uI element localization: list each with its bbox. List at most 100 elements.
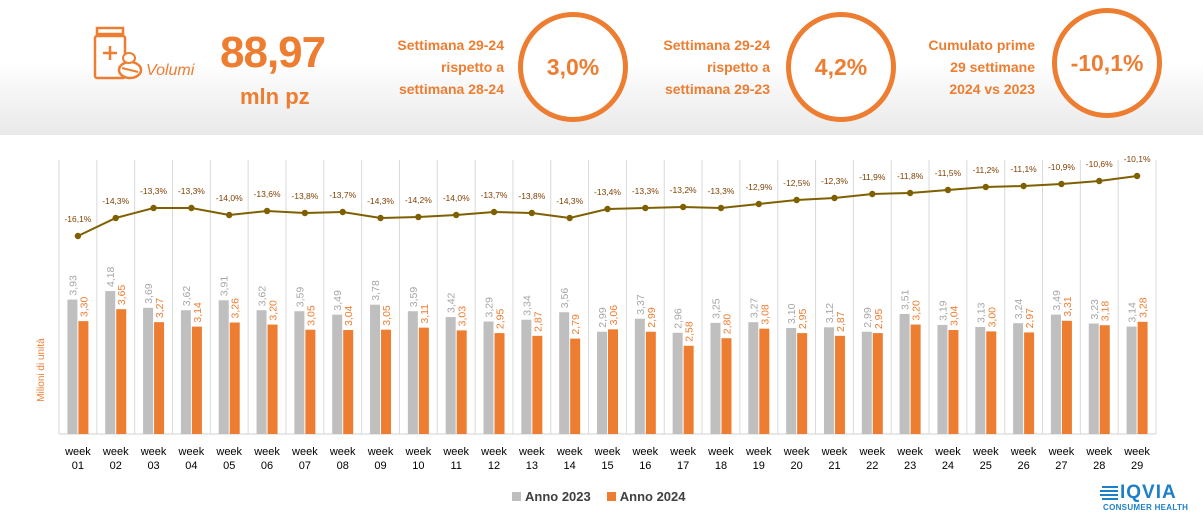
bar-label-2023: 3,27 (748, 298, 760, 319)
cumulative-point (74, 232, 82, 240)
cumulative-point (604, 205, 611, 213)
x-tick-label: 27 (1055, 460, 1067, 472)
bar-label-2023: 3,69 (143, 283, 155, 304)
bar-2024 (645, 331, 656, 434)
bar-2024 (759, 328, 770, 434)
x-tick-label: week (253, 446, 280, 458)
bar-2024 (721, 338, 732, 434)
cumulative-point (982, 183, 989, 191)
cumulative-label: -12,9% (745, 182, 772, 192)
cumulative-label: -11,8% (897, 171, 924, 181)
bar-label-2023: 3,56 (559, 288, 571, 309)
bar-2024 (872, 333, 883, 434)
bar-2024 (267, 324, 278, 434)
cumulative-label: -11,2% (973, 165, 1000, 175)
x-tick-label: 05 (223, 460, 235, 472)
x-tick-label: week (480, 446, 507, 458)
x-tick-label: week (178, 446, 205, 458)
cumulative-point (150, 204, 157, 212)
cumulative-point (831, 194, 838, 202)
cumulative-label: -10,9% (1048, 162, 1075, 172)
cumulative-point (566, 214, 573, 222)
bar-2024 (494, 333, 505, 434)
bar-label-2024: 3,18 (1100, 301, 1112, 322)
x-tick-label: week (102, 446, 129, 458)
cumulative-point (1133, 172, 1141, 180)
bar-2024 (456, 330, 467, 434)
bar-label-2023: 3,93 (67, 275, 79, 296)
bar-2023 (899, 313, 910, 434)
bar-label-2023: 3,10 (786, 303, 798, 324)
x-tick-label: week (329, 446, 356, 458)
bar-label-2023: 3,14 (1127, 302, 1139, 323)
cumulative-label: -10,1% (1124, 154, 1151, 164)
bar-2023 (559, 312, 570, 434)
bar-2023 (1126, 326, 1137, 434)
x-tick-label: 18 (715, 460, 727, 472)
legend-swatch-2023 (512, 492, 521, 501)
cumulative-label: -11,9% (859, 172, 886, 182)
cumulative-point (452, 211, 460, 219)
x-tick-label: week (783, 446, 810, 458)
bar-2024 (532, 335, 543, 434)
kpi-2-circle: 4,2% (786, 12, 896, 122)
cumulative-point (944, 186, 952, 194)
x-tick-label: 17 (677, 460, 689, 472)
x-tick-label: 08 (337, 460, 349, 472)
x-tick-label: 29 (1131, 460, 1143, 472)
x-tick-label: 28 (1093, 460, 1105, 472)
x-tick-label: week (64, 446, 91, 458)
bar-2024 (797, 333, 808, 434)
bar-label-2023: 3,59 (408, 287, 420, 308)
x-tick-label: week (1010, 446, 1037, 458)
bar-label-2024: 2,87 (532, 311, 544, 332)
cumulative-label: -13,2% (670, 185, 697, 195)
x-tick-label: 25 (980, 460, 992, 472)
bar-label-2024: 2,58 (684, 321, 696, 342)
bar-2023 (710, 322, 721, 434)
legend-item-2023: Anno 2023 (512, 489, 591, 504)
bar-2023 (1088, 323, 1099, 434)
bar-label-2023: 3,23 (1089, 299, 1101, 320)
bar-2024 (570, 338, 581, 434)
bar-2023 (823, 327, 834, 434)
bar-label-2024: 3,20 (911, 300, 923, 321)
bar-label-2024: 3,11 (419, 304, 431, 324)
bar-label-2023: 3,42 (446, 292, 458, 313)
bar-2024 (986, 331, 997, 434)
cumulative-point (226, 211, 233, 219)
bar-2023 (634, 318, 645, 434)
bar-label-2023: 3,37 (635, 294, 647, 315)
bar-label-2024: 3,26 (230, 298, 242, 319)
bar-label-2023: 3,62 (181, 286, 193, 307)
bar-2023 (370, 304, 381, 434)
bar-2024 (154, 322, 165, 434)
x-tick-label: week (821, 446, 848, 458)
bar-label-2024: 2,95 (495, 309, 507, 330)
cumulative-label: -11,5% (935, 168, 962, 178)
cumulative-point (415, 213, 422, 221)
x-tick-label: 16 (639, 460, 651, 472)
cumulative-point (1020, 182, 1027, 190)
cumulative-point (793, 196, 800, 204)
bar-2024 (381, 329, 392, 434)
bar-label-2024: 2,99 (646, 307, 658, 328)
bar-2023 (975, 326, 986, 434)
x-tick-label: 03 (147, 460, 159, 472)
cumulative-label: -13,6% (254, 189, 281, 199)
cumulative-point (1058, 180, 1065, 188)
cumulative-point (301, 209, 309, 217)
bar-label-2023: 3,49 (1051, 290, 1063, 311)
legend-label-2024: Anno 2024 (619, 489, 686, 504)
cumulative-point (717, 204, 725, 212)
cumulative-point (869, 190, 876, 198)
cumulative-point (188, 204, 195, 212)
cumulative-label: -10,6% (1086, 159, 1113, 169)
bar-label-2023: 2,99 (862, 307, 874, 328)
legend-label-2023: Anno 2023 (525, 489, 591, 504)
cumulative-label: -13,3% (178, 186, 205, 196)
bar-label-2024: 2,87 (835, 311, 847, 332)
bar-label-2024: 2,95 (797, 309, 809, 330)
cumulative-label: -11,1% (1010, 164, 1037, 174)
bar-label-2023: 3,12 (824, 303, 836, 324)
